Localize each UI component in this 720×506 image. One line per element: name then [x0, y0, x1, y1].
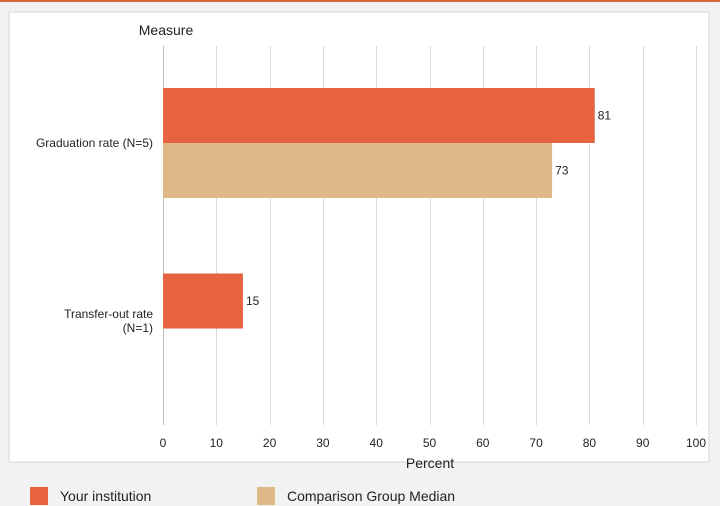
legend: Your institution Comparison Group Median: [0, 482, 720, 506]
legend-label: Your institution: [60, 488, 152, 504]
category-label: (N=1): [123, 321, 153, 335]
bar-your-institution: [163, 88, 595, 143]
plot-panel: [8, 11, 710, 463]
x-tick-label: 50: [423, 436, 437, 450]
top-rule: [0, 0, 720, 2]
data-label: 73: [555, 164, 569, 178]
x-tick-label: 80: [583, 436, 597, 450]
x-axis-title: Percent: [406, 455, 454, 471]
x-tick-label: 10: [210, 436, 224, 450]
legend-label: Comparison Group Median: [287, 488, 456, 504]
legend-swatch: [30, 487, 48, 505]
x-tick-label: 100: [686, 436, 706, 450]
category-label: Transfer-out rate: [64, 307, 153, 321]
x-tick-label: 60: [476, 436, 490, 450]
x-tick-label: 20: [263, 436, 277, 450]
data-label: 15: [246, 294, 260, 308]
data-label: 81: [598, 109, 612, 123]
x-tick-label: 90: [636, 436, 650, 450]
bar-comparison-median: [163, 143, 553, 198]
x-tick-label: 30: [316, 436, 330, 450]
bar-your-institution: [163, 273, 243, 329]
x-tick-label: 0: [160, 436, 167, 450]
legend-item-comparison-group-median: Comparison Group Median: [257, 486, 455, 506]
bar-chart: 81 73 Graduation rate (N=5) 15 Transfer-out …: [8, 11, 710, 471]
legend-item-your-institution: Your institution: [30, 486, 151, 506]
y-axis-title: Measure: [139, 22, 194, 38]
x-tick-label: 40: [370, 436, 384, 450]
x-tick-label: 70: [529, 436, 543, 450]
category-label: Graduation rate (N=5): [36, 136, 153, 150]
legend-swatch: [257, 487, 275, 505]
